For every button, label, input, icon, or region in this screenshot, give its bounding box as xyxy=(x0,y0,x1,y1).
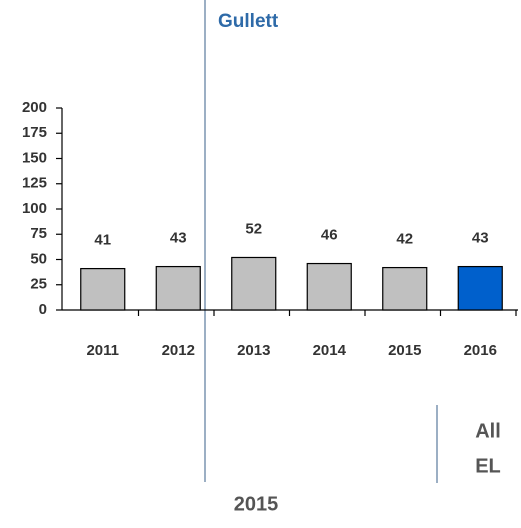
bar xyxy=(306,262,352,311)
data-label: 52 xyxy=(245,220,262,237)
y-tick-label: 125 xyxy=(22,175,47,192)
x-tick-label: 2013 xyxy=(237,342,270,359)
y-tick-label: 175 xyxy=(22,124,47,141)
chart-title: Gullett xyxy=(218,11,279,32)
annotation: 2015 xyxy=(234,493,279,515)
y-tick-label: 25 xyxy=(30,276,47,293)
y-tick-label: 200 xyxy=(22,99,47,116)
data-label: 42 xyxy=(396,231,413,248)
bar xyxy=(457,265,503,311)
bar xyxy=(231,256,277,311)
y-tick-label: 0 xyxy=(39,301,47,318)
data-label: 46 xyxy=(321,227,338,244)
x-tick-label: 2012 xyxy=(162,342,195,359)
x-tick-label: 2014 xyxy=(313,342,347,359)
data-label: 43 xyxy=(472,230,489,247)
y-tick-label: 100 xyxy=(22,200,47,217)
y-tick-label: 75 xyxy=(30,225,47,242)
y-tick-label: 50 xyxy=(30,250,47,267)
x-tick-label: 2016 xyxy=(464,342,497,359)
x-tick-label: 2015 xyxy=(388,342,421,359)
data-label: 41 xyxy=(94,232,111,249)
annotation: All xyxy=(475,420,501,442)
bar xyxy=(80,267,126,311)
annotation: EL xyxy=(475,455,501,477)
bar xyxy=(155,265,201,311)
bar xyxy=(382,266,428,311)
x-tick-label: 2011 xyxy=(86,342,119,359)
y-tick-label: 150 xyxy=(22,149,47,166)
data-label: 43 xyxy=(170,230,187,247)
